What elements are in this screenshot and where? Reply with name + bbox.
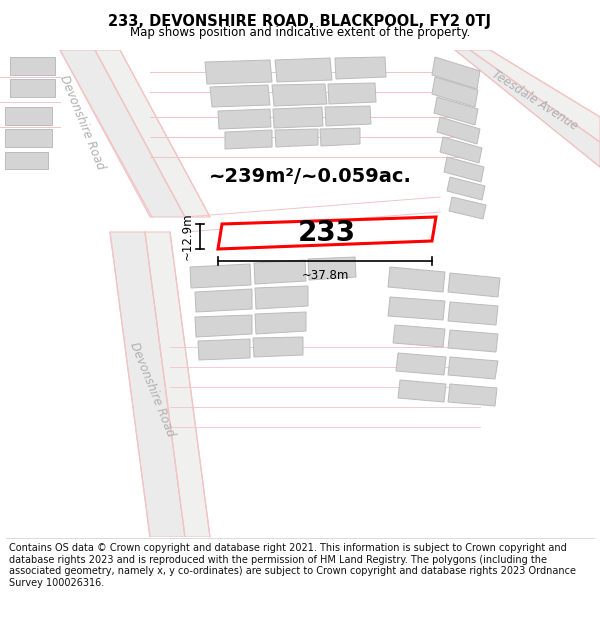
Text: 233, DEVONSHIRE ROAD, BLACKPOOL, FY2 0TJ: 233, DEVONSHIRE ROAD, BLACKPOOL, FY2 0TJ <box>109 14 491 29</box>
Polygon shape <box>448 330 498 352</box>
Polygon shape <box>388 297 445 320</box>
Polygon shape <box>10 79 55 97</box>
Text: Map shows position and indicative extent of the property.: Map shows position and indicative extent… <box>130 26 470 39</box>
Polygon shape <box>5 107 52 125</box>
Text: Teesdale Avenue: Teesdale Avenue <box>490 68 580 132</box>
Polygon shape <box>393 325 445 347</box>
Polygon shape <box>272 84 327 106</box>
Text: Devonshire Road: Devonshire Road <box>57 72 107 171</box>
Polygon shape <box>448 384 497 406</box>
Polygon shape <box>254 260 306 284</box>
Polygon shape <box>432 77 478 107</box>
Polygon shape <box>210 85 270 107</box>
Polygon shape <box>325 106 371 126</box>
Polygon shape <box>448 273 500 297</box>
Polygon shape <box>308 257 356 280</box>
Polygon shape <box>195 315 252 337</box>
Text: ~239m²/~0.059ac.: ~239m²/~0.059ac. <box>209 168 412 186</box>
Polygon shape <box>328 83 376 104</box>
Polygon shape <box>198 339 250 360</box>
Polygon shape <box>455 50 600 167</box>
Polygon shape <box>5 152 48 169</box>
Polygon shape <box>448 302 498 325</box>
Polygon shape <box>95 50 210 217</box>
Text: 233: 233 <box>298 219 356 247</box>
Polygon shape <box>437 117 480 144</box>
Polygon shape <box>255 286 308 309</box>
Polygon shape <box>388 267 445 292</box>
Polygon shape <box>195 289 252 312</box>
Polygon shape <box>398 380 446 402</box>
Polygon shape <box>60 50 185 217</box>
Text: ~12.9m: ~12.9m <box>181 213 194 260</box>
Polygon shape <box>275 58 332 82</box>
Polygon shape <box>432 57 480 89</box>
Polygon shape <box>218 109 271 129</box>
Polygon shape <box>275 129 318 147</box>
Polygon shape <box>110 232 185 537</box>
Polygon shape <box>447 177 485 200</box>
Polygon shape <box>255 312 306 334</box>
Polygon shape <box>205 60 272 84</box>
Polygon shape <box>225 130 272 149</box>
Polygon shape <box>253 337 303 357</box>
Polygon shape <box>218 217 436 249</box>
Text: Devonshire Road: Devonshire Road <box>127 340 177 438</box>
Text: Contains OS data © Crown copyright and database right 2021. This information is : Contains OS data © Crown copyright and d… <box>9 543 576 588</box>
Polygon shape <box>10 57 55 75</box>
Polygon shape <box>440 137 482 163</box>
Polygon shape <box>434 97 478 125</box>
Polygon shape <box>320 128 360 146</box>
Text: ~37.8m: ~37.8m <box>301 269 349 282</box>
Polygon shape <box>470 50 600 142</box>
Polygon shape <box>335 57 386 79</box>
Polygon shape <box>448 357 498 379</box>
Polygon shape <box>190 264 251 288</box>
Polygon shape <box>396 353 446 375</box>
Polygon shape <box>449 197 486 219</box>
Polygon shape <box>444 157 484 182</box>
Polygon shape <box>145 232 210 537</box>
Polygon shape <box>5 129 52 147</box>
Polygon shape <box>273 107 323 128</box>
